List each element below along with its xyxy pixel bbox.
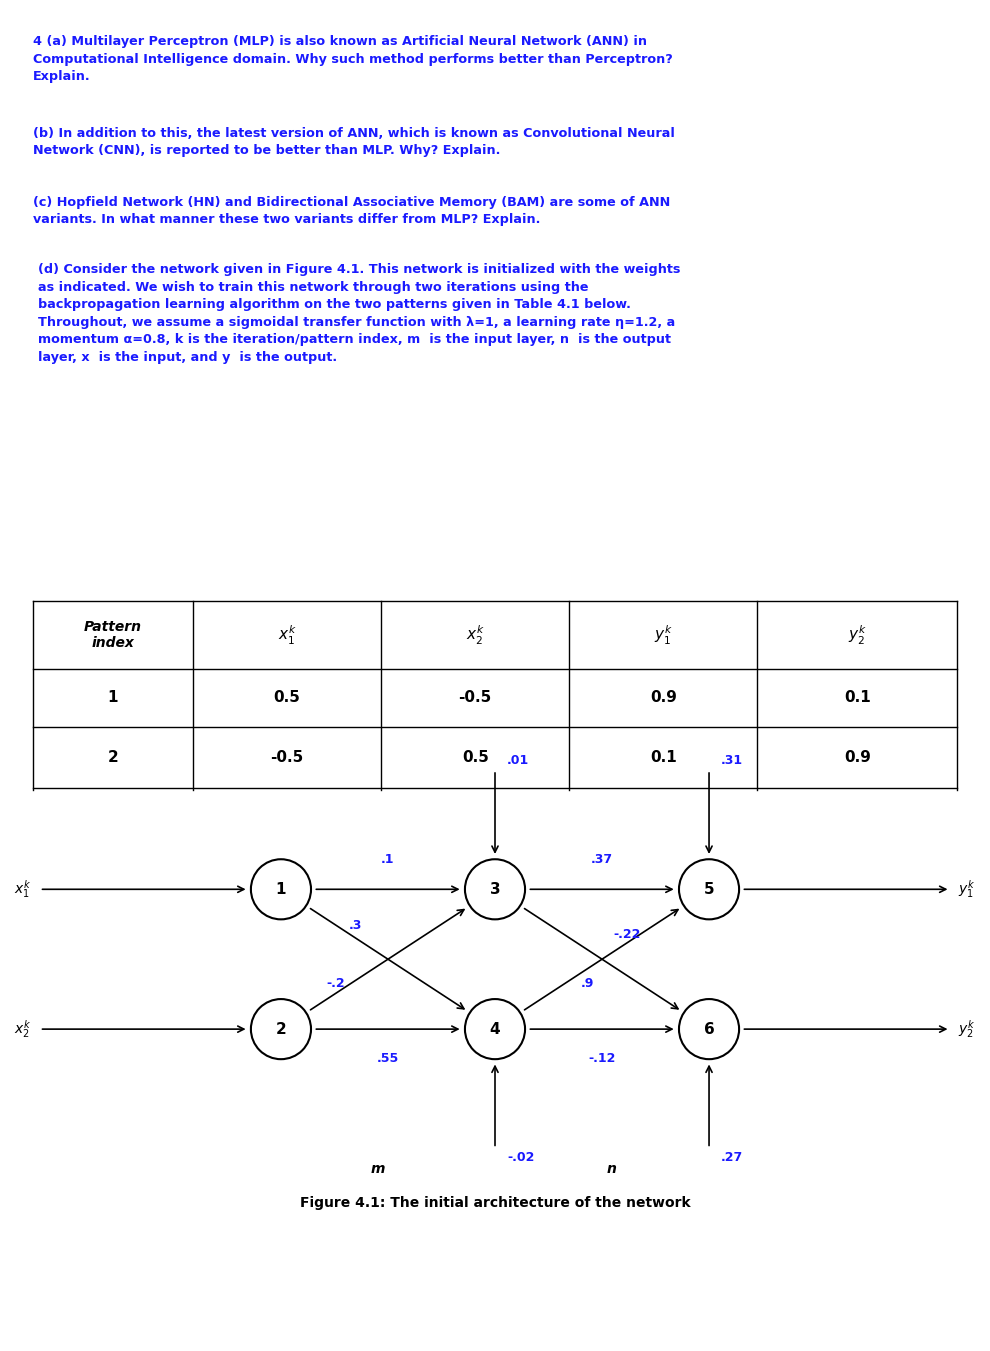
Text: 0.9: 0.9	[843, 750, 871, 765]
Text: $y_2^k$: $y_2^k$	[848, 623, 866, 647]
Text: 2: 2	[275, 1021, 286, 1036]
Text: 5: 5	[704, 882, 715, 897]
Text: Figure 4.1: The initial architecture of the network: Figure 4.1: The initial architecture of …	[300, 1196, 690, 1209]
Text: (c) Hopfield Network (HN) and Bidirectional Associative Memory (BAM) are some of: (c) Hopfield Network (HN) and Bidirectio…	[33, 196, 670, 227]
Text: -.12: -.12	[588, 1052, 616, 1066]
Text: $x_1^k$: $x_1^k$	[15, 878, 32, 900]
Text: 6: 6	[704, 1021, 715, 1036]
Text: .01: .01	[507, 754, 529, 767]
Text: .37: .37	[591, 852, 613, 866]
Text: $x_1^k$: $x_1^k$	[278, 623, 296, 647]
Text: 0.1: 0.1	[843, 690, 871, 705]
Text: (d) Consider the network given in Figure 4.1. This network is initialized with t: (d) Consider the network given in Figure…	[38, 263, 680, 363]
Text: .27: .27	[721, 1151, 743, 1165]
Text: 2: 2	[108, 750, 118, 765]
Text: .31: .31	[721, 754, 743, 767]
Text: .1: .1	[381, 852, 395, 866]
Text: m: m	[371, 1162, 385, 1175]
Text: .3: .3	[348, 919, 362, 932]
Text: n: n	[607, 1162, 617, 1175]
Text: 3: 3	[490, 882, 500, 897]
Text: 0.5: 0.5	[461, 750, 489, 765]
Text: 0.5: 0.5	[273, 690, 301, 705]
Text: $x_2^k$: $x_2^k$	[466, 623, 484, 647]
Text: -.22: -.22	[613, 928, 641, 942]
Text: 4 (a) Multilayer Perceptron (MLP) is also known as Artificial Neural Network (AN: 4 (a) Multilayer Perceptron (MLP) is als…	[33, 35, 672, 84]
Text: -0.5: -0.5	[270, 750, 304, 765]
Text: $x_2^k$: $x_2^k$	[15, 1019, 32, 1040]
Text: 0.9: 0.9	[649, 690, 677, 705]
Text: .9: .9	[580, 977, 594, 990]
Text: 1: 1	[108, 690, 118, 705]
Text: (b) In addition to this, the latest version of ANN, which is known as Convolutio: (b) In addition to this, the latest vers…	[33, 127, 674, 158]
Text: $y_1^k$: $y_1^k$	[958, 878, 975, 900]
Text: 1: 1	[275, 882, 286, 897]
Text: -0.5: -0.5	[458, 690, 492, 705]
Text: $y_1^k$: $y_1^k$	[654, 623, 672, 647]
Text: -.02: -.02	[507, 1151, 535, 1165]
Text: .55: .55	[377, 1052, 399, 1066]
Text: 4: 4	[490, 1021, 500, 1036]
Text: Pattern
index: Pattern index	[84, 620, 142, 650]
Text: 0.1: 0.1	[649, 750, 677, 765]
Text: $y_2^k$: $y_2^k$	[958, 1019, 975, 1040]
Text: -.2: -.2	[326, 977, 345, 990]
